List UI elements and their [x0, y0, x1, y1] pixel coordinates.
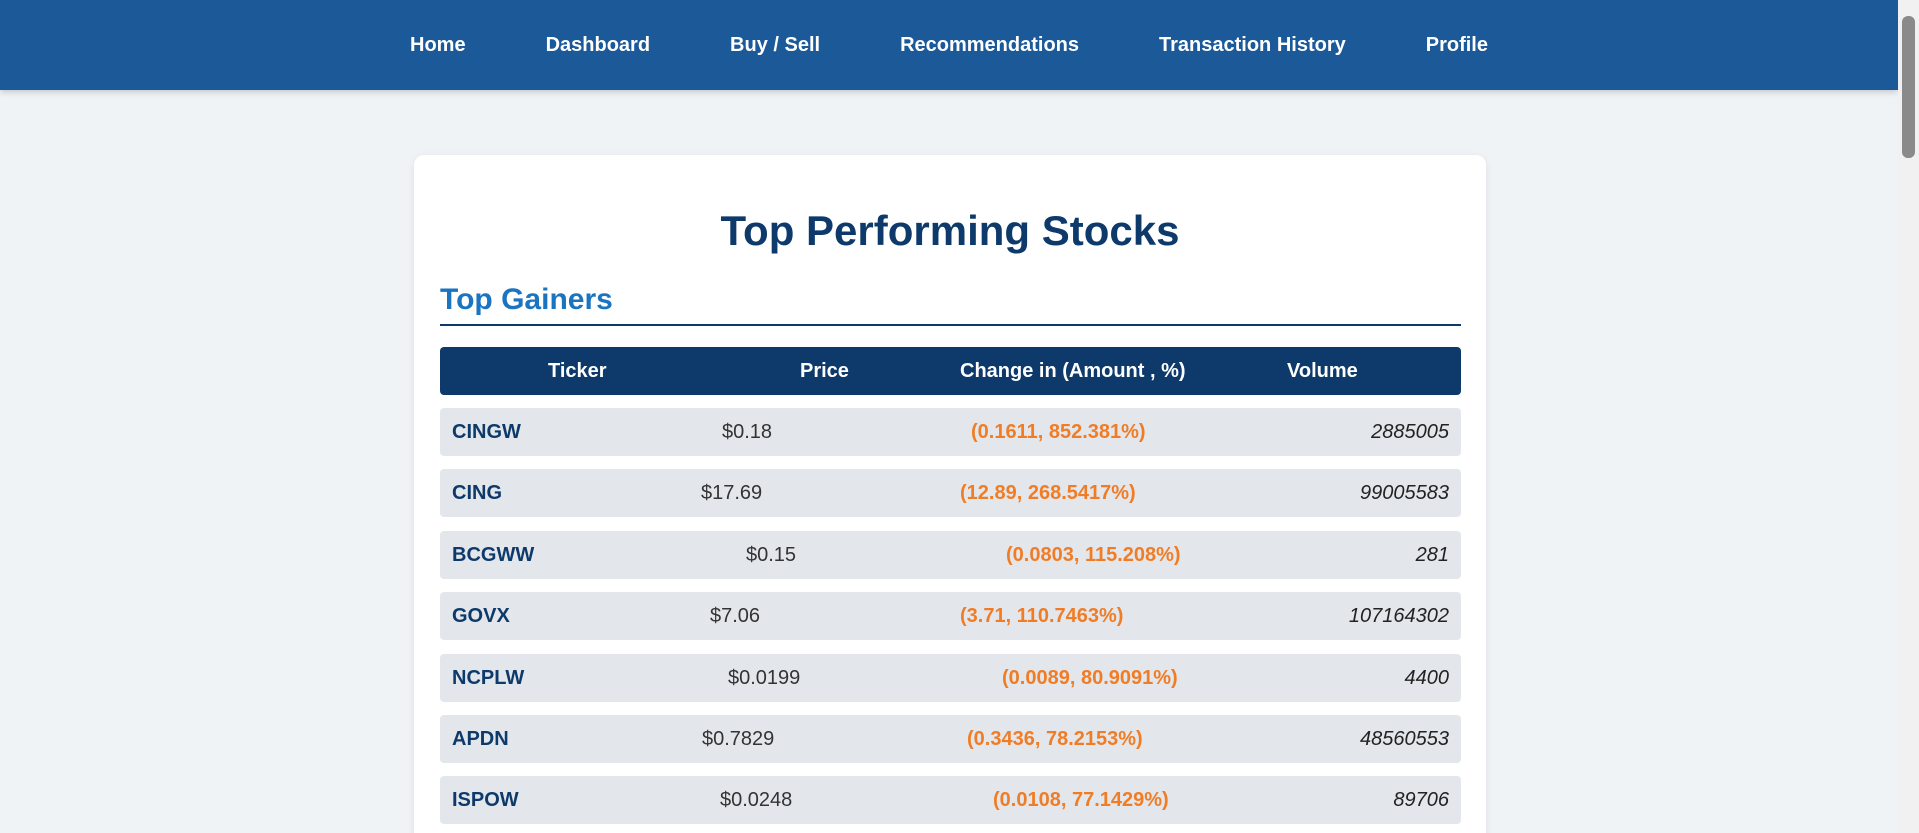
- change-cell: (0.0108, 77.1429%): [993, 789, 1169, 812]
- nav-list: Home Dashboard Buy / Sell Recommendation…: [410, 34, 1488, 57]
- top-navbar: Home Dashboard Buy / Sell Recommendation…: [0, 0, 1898, 90]
- page-title: Top Performing Stocks: [720, 207, 1180, 254]
- ticker-cell: NCPLW: [452, 666, 525, 689]
- section-title-top-gainers: Top Gainers: [440, 283, 613, 316]
- table-row[interactable]: GOVX $7.06 (3.71, 110.7463%) 107164302: [440, 592, 1461, 641]
- table-row[interactable]: ISPOW $0.0248 (0.0108, 77.1429%) 89706: [440, 776, 1461, 825]
- price-cell: $0.0199: [728, 666, 801, 689]
- header-change: Change in (Amount , %): [960, 360, 1186, 382]
- table-row[interactable]: BCGWW $0.15 (0.0803, 115.208%) 281: [440, 530, 1461, 579]
- nav-recommendations[interactable]: Recommendations: [900, 33, 1080, 56]
- volume-cell: 281: [1415, 543, 1449, 566]
- scrollbar-thumb[interactable]: [1902, 16, 1915, 158]
- header-volume: Volume: [1287, 360, 1358, 382]
- volume-cell: 48560553: [1360, 727, 1449, 750]
- volume-cell: 4400: [1404, 666, 1450, 689]
- nav-dashboard[interactable]: Dashboard: [545, 33, 651, 56]
- nav-profile[interactable]: Profile: [1425, 33, 1488, 56]
- ticker-cell: CINGW: [452, 421, 521, 443]
- change-cell: (3.71, 110.7463%): [960, 605, 1124, 628]
- table-row[interactable]: APDN $0.7829 (0.3436, 78.2153%) 48560553: [440, 714, 1461, 763]
- header-price: Price: [800, 360, 849, 382]
- price-cell: $0.0248: [720, 789, 793, 812]
- section-divider: [440, 324, 1461, 326]
- volume-cell: 107164302: [1348, 605, 1449, 628]
- change-cell: (0.0803, 115.208%): [1006, 543, 1181, 566]
- volume-cell: 2885005: [1371, 421, 1449, 443]
- vertical-scrollbar[interactable]: [1898, 0, 1919, 833]
- volume-cell: 99005583: [1360, 482, 1449, 505]
- nav-buy-sell[interactable]: Buy / Sell: [730, 33, 821, 56]
- ticker-cell: BCGWW: [452, 543, 535, 566]
- change-cell: (0.1611, 852.381%): [971, 421, 1146, 443]
- ticker-cell: CING: [452, 482, 502, 505]
- price-cell: $0.7829: [702, 727, 775, 750]
- change-cell: (0.0089, 80.9091%): [1002, 666, 1178, 689]
- price-cell: $0.15: [746, 543, 797, 566]
- price-cell: $17.69: [701, 482, 763, 505]
- table-row[interactable]: NCPLW $0.0199 (0.0089, 80.9091%) 4400: [440, 653, 1461, 702]
- gainers-table-body: CINGW $0.18 (0.1611, 852.381%) 2885005 C…: [440, 408, 1461, 833]
- table-row[interactable]: CINGW $0.18 (0.1611, 852.381%) 2885005: [440, 408, 1461, 456]
- volume-cell: 89706: [1393, 789, 1449, 812]
- change-cell: (12.89, 268.5417%): [960, 482, 1136, 505]
- price-cell: $0.18: [722, 421, 773, 443]
- change-cell: (0.3436, 78.2153%): [967, 727, 1143, 750]
- ticker-cell: APDN: [452, 727, 509, 750]
- header-ticker: Ticker: [548, 360, 607, 382]
- table-row[interactable]: CING $17.69 (12.89, 268.5417%) 99005583: [440, 469, 1461, 518]
- price-cell: $7.06: [710, 605, 761, 628]
- nav-home[interactable]: Home: [410, 33, 466, 56]
- stocks-card: Top Performing Stocks Top Gainers Ticker…: [414, 155, 1486, 833]
- table-header: Ticker Price Change in (Amount , %) Volu…: [440, 347, 1461, 395]
- ticker-cell: ISPOW: [452, 789, 519, 812]
- ticker-cell: GOVX: [452, 605, 510, 628]
- nav-transaction-history[interactable]: Transaction History: [1159, 33, 1346, 56]
